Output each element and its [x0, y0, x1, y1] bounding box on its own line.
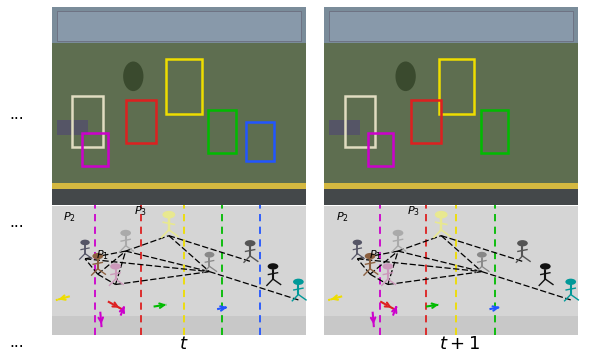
Circle shape [162, 211, 175, 218]
Bar [166, 59, 202, 114]
Circle shape [435, 211, 447, 218]
Text: $P_1$: $P_1$ [96, 248, 110, 262]
Circle shape [477, 252, 487, 258]
Text: ...: ... [10, 334, 24, 350]
Text: $P_2$: $P_2$ [336, 210, 349, 223]
Circle shape [293, 279, 304, 285]
Text: ...: ... [10, 106, 24, 122]
Ellipse shape [123, 62, 143, 91]
Bar [208, 110, 236, 153]
Text: $P_2$: $P_2$ [64, 210, 76, 223]
Bar [480, 110, 509, 153]
Bar [125, 100, 156, 143]
Circle shape [110, 263, 121, 270]
Bar [439, 59, 474, 114]
Circle shape [540, 263, 551, 270]
Bar [52, 316, 306, 335]
Bar [329, 120, 360, 135]
Bar [324, 37, 578, 205]
Bar [324, 7, 578, 205]
Circle shape [80, 240, 90, 245]
Circle shape [245, 240, 255, 247]
Text: $t$: $t$ [179, 335, 188, 353]
Circle shape [382, 263, 394, 270]
Bar [329, 10, 573, 41]
Bar [52, 7, 306, 205]
Bar [368, 132, 393, 166]
Bar [324, 206, 578, 335]
Circle shape [565, 279, 576, 285]
Bar [324, 183, 578, 189]
Bar [324, 316, 578, 335]
Circle shape [353, 240, 362, 245]
Bar [345, 96, 375, 147]
Circle shape [393, 230, 403, 236]
Circle shape [92, 253, 103, 259]
Bar [57, 10, 301, 41]
Ellipse shape [395, 62, 416, 91]
Bar [52, 37, 306, 205]
Bar [324, 7, 578, 43]
Circle shape [365, 253, 375, 259]
Bar [72, 96, 103, 147]
Bar [57, 120, 88, 135]
Text: $P_3$: $P_3$ [135, 205, 147, 218]
Bar [246, 122, 274, 161]
Circle shape [121, 230, 131, 236]
Circle shape [204, 252, 214, 258]
Bar [52, 183, 306, 189]
Text: $t+1$: $t+1$ [439, 335, 479, 353]
Text: ...: ... [10, 215, 24, 230]
Text: $P_1$: $P_1$ [368, 248, 382, 262]
Bar [83, 132, 108, 166]
Bar [52, 7, 306, 43]
Bar [324, 189, 578, 205]
Bar [52, 206, 306, 335]
Bar [411, 100, 441, 143]
Circle shape [267, 263, 278, 270]
Bar [52, 189, 306, 205]
Circle shape [517, 240, 528, 247]
Text: $P_3$: $P_3$ [407, 205, 420, 218]
